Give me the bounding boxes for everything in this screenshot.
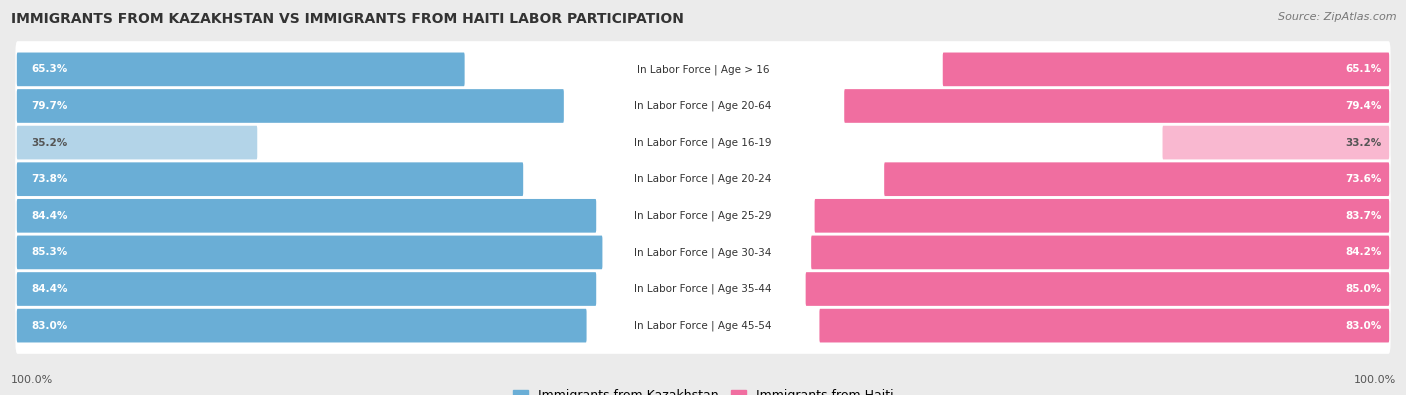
FancyBboxPatch shape xyxy=(1163,126,1389,160)
Text: 73.8%: 73.8% xyxy=(31,174,67,184)
Text: In Labor Force | Age 20-24: In Labor Force | Age 20-24 xyxy=(634,174,772,184)
Text: In Labor Force | Age 16-19: In Labor Force | Age 16-19 xyxy=(634,137,772,148)
FancyBboxPatch shape xyxy=(15,151,1391,207)
FancyBboxPatch shape xyxy=(17,53,464,86)
FancyBboxPatch shape xyxy=(814,199,1389,233)
Text: 84.4%: 84.4% xyxy=(31,284,67,294)
FancyBboxPatch shape xyxy=(844,89,1389,123)
Text: 79.4%: 79.4% xyxy=(1346,101,1382,111)
Text: 85.0%: 85.0% xyxy=(1346,284,1382,294)
Text: In Labor Force | Age 45-54: In Labor Force | Age 45-54 xyxy=(634,320,772,331)
FancyBboxPatch shape xyxy=(15,41,1391,98)
FancyBboxPatch shape xyxy=(15,297,1391,354)
Text: 33.2%: 33.2% xyxy=(1346,137,1382,148)
Text: 35.2%: 35.2% xyxy=(31,137,67,148)
FancyBboxPatch shape xyxy=(884,162,1389,196)
Text: 100.0%: 100.0% xyxy=(1354,375,1396,385)
Text: In Labor Force | Age 25-29: In Labor Force | Age 25-29 xyxy=(634,211,772,221)
Text: 85.3%: 85.3% xyxy=(31,247,67,258)
Text: 65.1%: 65.1% xyxy=(1346,64,1382,74)
Text: In Labor Force | Age 30-34: In Labor Force | Age 30-34 xyxy=(634,247,772,258)
FancyBboxPatch shape xyxy=(17,199,596,233)
FancyBboxPatch shape xyxy=(17,89,564,123)
Text: 83.0%: 83.0% xyxy=(31,321,67,331)
FancyBboxPatch shape xyxy=(820,309,1389,342)
Text: In Labor Force | Age 35-44: In Labor Force | Age 35-44 xyxy=(634,284,772,294)
Text: 100.0%: 100.0% xyxy=(11,375,53,385)
Text: In Labor Force | Age 20-64: In Labor Force | Age 20-64 xyxy=(634,101,772,111)
FancyBboxPatch shape xyxy=(943,53,1389,86)
Text: In Labor Force | Age > 16: In Labor Force | Age > 16 xyxy=(637,64,769,75)
Text: 84.4%: 84.4% xyxy=(31,211,67,221)
Text: 79.7%: 79.7% xyxy=(31,101,67,111)
FancyBboxPatch shape xyxy=(17,272,596,306)
Text: Source: ZipAtlas.com: Source: ZipAtlas.com xyxy=(1278,12,1396,22)
FancyBboxPatch shape xyxy=(17,126,257,160)
FancyBboxPatch shape xyxy=(811,235,1389,269)
FancyBboxPatch shape xyxy=(17,162,523,196)
FancyBboxPatch shape xyxy=(15,224,1391,280)
Text: IMMIGRANTS FROM KAZAKHSTAN VS IMMIGRANTS FROM HAITI LABOR PARTICIPATION: IMMIGRANTS FROM KAZAKHSTAN VS IMMIGRANTS… xyxy=(11,12,685,26)
FancyBboxPatch shape xyxy=(15,115,1391,171)
Text: 84.2%: 84.2% xyxy=(1346,247,1382,258)
FancyBboxPatch shape xyxy=(15,78,1391,134)
Text: 83.0%: 83.0% xyxy=(1346,321,1382,331)
FancyBboxPatch shape xyxy=(17,235,602,269)
FancyBboxPatch shape xyxy=(15,261,1391,317)
FancyBboxPatch shape xyxy=(17,309,586,342)
Text: 83.7%: 83.7% xyxy=(1346,211,1382,221)
FancyBboxPatch shape xyxy=(806,272,1389,306)
FancyBboxPatch shape xyxy=(15,188,1391,244)
Text: 65.3%: 65.3% xyxy=(31,64,67,74)
Text: 73.6%: 73.6% xyxy=(1346,174,1382,184)
Legend: Immigrants from Kazakhstan, Immigrants from Haiti: Immigrants from Kazakhstan, Immigrants f… xyxy=(508,384,898,395)
